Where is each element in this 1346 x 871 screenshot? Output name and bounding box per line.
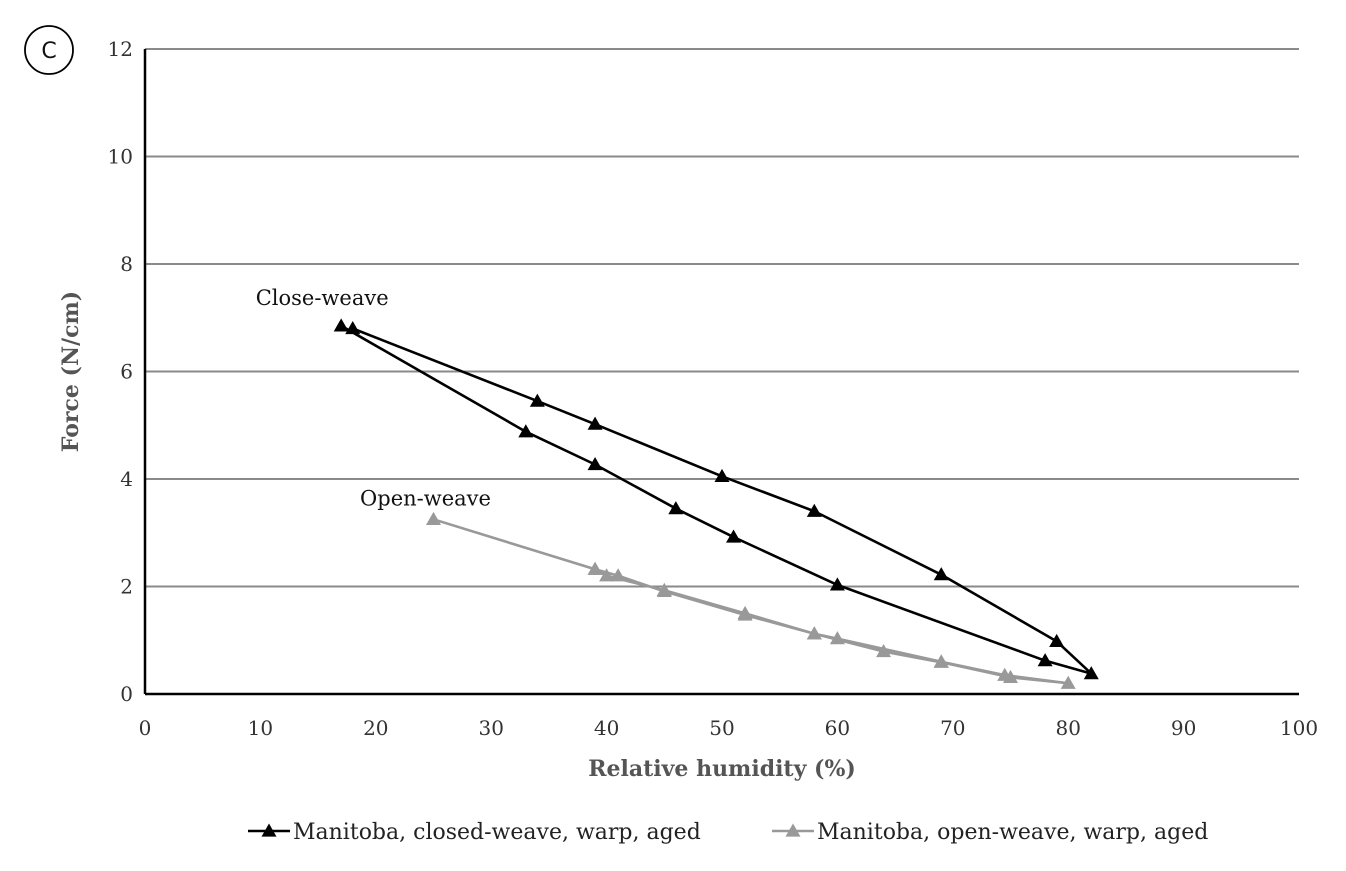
- annotation-0: Close-weave: [256, 286, 389, 310]
- y-tick-label-8: 8: [120, 252, 133, 276]
- y-tick-label-4: 4: [120, 467, 133, 491]
- x-tick-label-80: 80: [1055, 716, 1080, 740]
- y-tick-labels: 0 2 4 6 8 10 12: [108, 37, 133, 706]
- legend-item-1: Manitoba, open-weave, warp, aged: [772, 820, 1208, 845]
- legend: Manitoba, closed-weave, warp, aged Manito…: [248, 820, 1208, 845]
- data-point-0-12: [587, 416, 603, 430]
- x-tick-label-10: 10: [248, 716, 273, 740]
- annotation-1: Open-weave: [360, 486, 491, 510]
- data-point-1-15: [656, 582, 672, 596]
- data-point-0-5: [829, 577, 845, 591]
- data-point-0-3: [668, 501, 684, 515]
- x-tick-label-60: 60: [825, 716, 850, 740]
- panel-badge-circle: [24, 25, 74, 75]
- series-0: [333, 318, 1099, 680]
- series-line-1: [433, 518, 1070, 685]
- legend-item-0: Manitoba, closed-weave, warp, aged: [248, 820, 701, 845]
- data-point-1-6: [876, 644, 892, 658]
- x-tick-labels: 0 10 20 30 40 50 60 70 80 90 100: [139, 716, 1318, 740]
- y-tick-label-12: 12: [108, 37, 133, 61]
- legend-marker-0: [261, 823, 277, 837]
- panel-badge: C: [24, 25, 74, 75]
- data-point-1-9: [1060, 675, 1076, 689]
- y-tick-label-0: 0: [120, 682, 133, 706]
- data-point-1-17: [587, 561, 603, 575]
- y-tick-label-10: 10: [108, 145, 133, 169]
- data-point-0-13: [529, 393, 545, 407]
- x-tick-label-20: 20: [363, 716, 388, 740]
- data-point-1-11: [933, 654, 949, 668]
- data-point-1-14: [737, 605, 753, 619]
- annotations: Close-weave Open-weave: [256, 286, 491, 511]
- data-point-1-10: [997, 667, 1013, 681]
- data-point-1-2: [610, 568, 626, 582]
- data-point-0-9: [933, 567, 949, 581]
- data-point-0-4: [726, 529, 742, 543]
- y-axis-title: Force (N/cm): [58, 291, 84, 452]
- data-point-0-2: [587, 456, 603, 471]
- data-point-0-8: [1049, 633, 1065, 647]
- legend-label-1: Manitoba, open-weave, warp, aged: [817, 820, 1208, 845]
- data-point-0-1: [518, 424, 534, 438]
- x-tick-label-90: 90: [1171, 716, 1196, 740]
- x-tick-label-70: 70: [940, 716, 965, 740]
- series-1: [426, 511, 1076, 689]
- data-point-1-16: [599, 568, 615, 582]
- legend-label-0: Manitoba, closed-weave, warp, aged: [293, 820, 701, 845]
- data-point-0-14: [345, 321, 361, 335]
- data-point-1-13: [806, 626, 822, 640]
- y-tick-label-2: 2: [120, 575, 133, 599]
- x-tick-label-30: 30: [478, 716, 503, 740]
- series-layer: [333, 318, 1099, 689]
- panel-label: C: [41, 39, 56, 64]
- data-point-0-10: [806, 503, 822, 517]
- data-point-0-0: [333, 318, 349, 332]
- data-point-0-7: [1083, 666, 1099, 680]
- axes: [143, 49, 1299, 696]
- legend-marker-1: [785, 823, 801, 837]
- grid: [145, 48, 1299, 588]
- x-axis-title: Relative humidity (%): [588, 756, 856, 782]
- x-tick-label-0: 0: [139, 716, 152, 740]
- y-tick-label-6: 6: [120, 360, 133, 384]
- data-point-1-12: [829, 631, 845, 645]
- x-tick-label-40: 40: [594, 716, 619, 740]
- data-point-1-0: [426, 511, 441, 525]
- data-point-0-11: [714, 468, 730, 482]
- x-tick-label-100: 100: [1280, 716, 1318, 740]
- x-tick-label-50: 50: [709, 716, 734, 740]
- data-point-0-6: [1037, 653, 1053, 667]
